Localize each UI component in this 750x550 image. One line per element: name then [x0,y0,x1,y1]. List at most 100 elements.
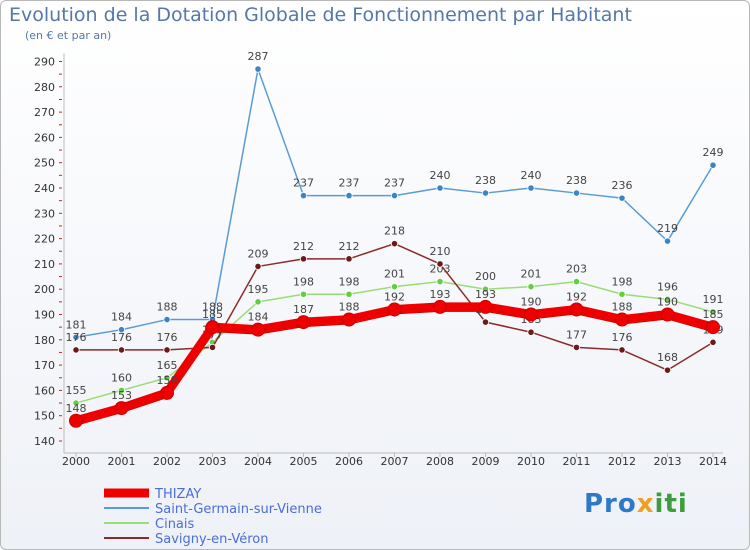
legend-label-saint-germain-sur-vienne: Saint-Germain-sur-Vienne [155,502,322,517]
data-label-savigny-en-veron: 212 [293,240,314,253]
data-point-cinais [436,278,444,286]
data-point-saint-germain-sur-vienne [72,333,80,341]
x-tick-label: 2000 [62,455,90,468]
y-tick-label: 230 [34,207,55,220]
data-point-saint-germain-sur-vienne [436,184,444,192]
data-label-saint-germain-sur-vienne: 188 [202,301,223,314]
legend-label-savigny-en-veron: Savigny-en-Véron [155,532,268,547]
data-point-saint-germain-sur-vienne [163,315,171,324]
data-label-saint-germain-sur-vienne: 240 [430,169,451,182]
x-tick-label: 2002 [153,455,181,468]
y-tick-label: 280 [34,81,55,94]
data-label-saint-germain-sur-vienne: 184 [111,311,132,324]
data-point-savigny-en-veron [527,328,535,336]
data-point-savigny-en-veron [345,255,353,263]
data-label-thizay: 185 [703,308,724,321]
data-label-cinais: 201 [384,268,405,281]
data-label-cinais: 200 [475,270,496,283]
data-label-savigny-en-veron: 177 [566,328,587,341]
data-point-cinais [390,283,399,291]
data-label-cinais: 195 [248,283,269,296]
x-tick-label: 2001 [108,455,136,468]
data-point-saint-germain-sur-vienne [254,65,262,73]
data-point-thizay [569,302,584,317]
data-point-saint-germain-sur-vienne [481,189,490,197]
y-tick-label: 160 [34,384,55,397]
y-tick-label: 190 [34,309,55,322]
data-point-thizay [114,401,129,416]
data-point-cinais [481,285,490,293]
data-label-savigny-en-veron: 176 [111,331,132,344]
data-point-thizay [478,299,493,314]
data-label-saint-germain-sur-vienne: 237 [339,177,360,190]
x-tick-label: 2011 [563,455,591,468]
y-tick-label: 150 [34,410,55,423]
data-point-cinais [72,399,80,407]
data-point-cinais [117,386,126,394]
y-tick-label: 250 [34,157,55,170]
data-label-cinais: 203 [430,263,451,276]
chart-subtitle: (en € et par an) [25,29,112,42]
data-label-savigny-en-veron: 209 [248,247,269,260]
y-tick-label: 290 [34,56,55,69]
chart-title: Evolution de la Dotation Globale de Fonc… [9,4,632,26]
data-label-cinais: 198 [339,275,360,288]
data-label-saint-germain-sur-vienne: 188 [157,301,178,314]
data-point-saint-germain-sur-vienne [709,161,717,169]
legend-label-thizay: THIZAY [154,487,201,502]
data-label-cinais: 165 [157,359,178,372]
data-point-savigny-en-veron [481,318,490,326]
data-point-cinais [163,374,171,382]
data-point-savigny-en-veron [709,338,717,346]
data-point-thizay [524,307,538,322]
data-label-cinais: 203 [566,263,587,276]
data-label-cinais: 198 [612,275,633,288]
data-point-thizay [251,322,265,337]
data-point-saint-germain-sur-vienne [117,326,126,334]
data-label-savigny-en-veron: 176 [157,331,178,344]
y-tick-label: 260 [34,131,55,144]
data-point-savigny-en-veron [254,262,262,271]
data-point-savigny-en-veron [390,240,399,248]
data-label-thizay: 148 [66,402,87,415]
y-tick-label: 220 [34,233,55,246]
data-point-thizay [387,302,402,317]
data-label-thizay: 190 [657,296,678,309]
data-point-cinais [618,290,626,298]
data-point-saint-germain-sur-vienne [390,191,399,200]
x-tick-label: 2006 [335,455,363,468]
y-tick-label: 240 [34,182,55,195]
data-point-thizay [433,299,447,314]
data-point-saint-germain-sur-vienne [572,189,581,197]
data-label-thizay: 153 [111,389,132,402]
data-point-savigny-en-veron [117,346,126,354]
data-label-thizay: 192 [566,290,587,303]
data-label-saint-germain-sur-vienne: 238 [475,174,496,187]
x-tick-label: 2014 [699,455,727,468]
data-point-savigny-en-veron [436,260,444,268]
data-label-savigny-en-veron: 210 [430,245,451,258]
data-label-cinais: 201 [521,268,542,281]
data-label-thizay: 190 [521,296,542,309]
logo-part-1: Pro [584,489,637,519]
x-tick-label: 2005 [290,455,318,468]
data-label-savigny-en-veron: 212 [339,240,360,253]
data-point-cinais [527,283,535,291]
data-point-cinais [663,295,672,303]
x-tick-label: 2003 [199,455,227,468]
data-point-cinais [572,278,581,286]
data-label-saint-germain-sur-vienne: 237 [384,177,405,190]
data-label-thizay: 188 [339,301,360,314]
data-point-saint-germain-sur-vienne [299,191,308,200]
x-tick-label: 2009 [472,455,500,468]
data-point-thizay [660,307,675,322]
data-point-cinais [345,290,353,298]
data-point-cinais [299,290,308,298]
data-label-saint-germain-sur-vienne: 240 [521,169,542,182]
y-tick-label: 180 [34,334,55,347]
data-point-thizay [296,315,311,330]
data-label-thizay: 193 [475,288,496,301]
data-label-savigny-en-veron: 218 [384,225,405,238]
data-label-saint-germain-sur-vienne: 219 [657,222,678,235]
data-label-saint-germain-sur-vienne: 287 [248,50,269,63]
